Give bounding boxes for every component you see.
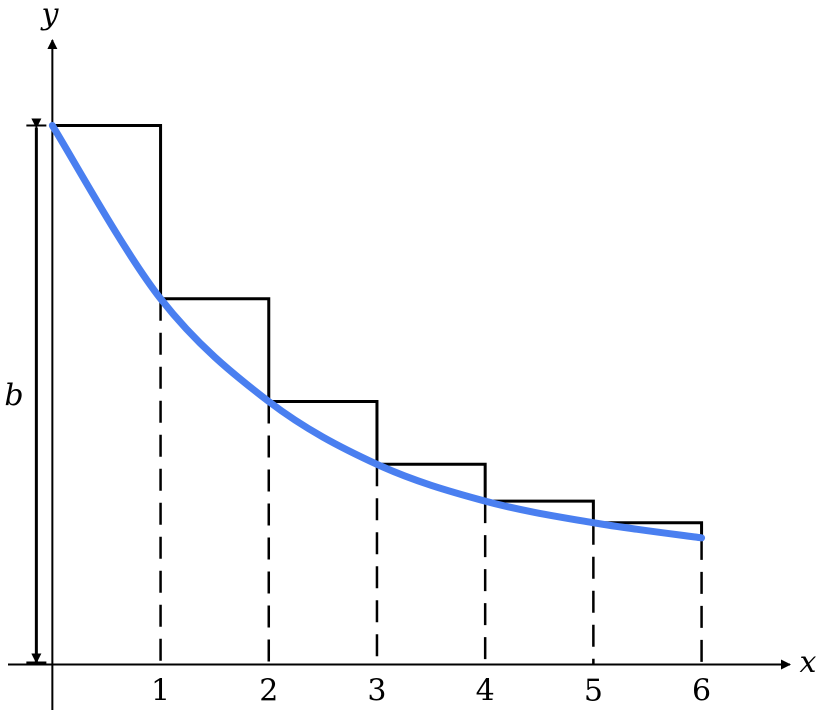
x-tick-label: 6	[692, 674, 711, 709]
step	[160, 297, 271, 402]
step	[376, 462, 487, 502]
x-tick-label: 5	[584, 674, 603, 709]
step	[52, 124, 163, 299]
x-tick-label: 1	[151, 674, 170, 709]
annotation: b	[4, 378, 23, 413]
x-tick-label: 2	[259, 674, 278, 709]
step	[593, 521, 704, 538]
curve	[48, 122, 706, 542]
x-axis-label: x	[800, 645, 817, 680]
plot-area: 1 2 3 4 5 6	[8, 39, 791, 710]
step	[268, 400, 379, 465]
x-tick-label: 3	[367, 674, 386, 709]
x-tick-label: 4	[476, 674, 495, 709]
y-axis-label: y	[40, 0, 60, 32]
step	[485, 499, 595, 523]
